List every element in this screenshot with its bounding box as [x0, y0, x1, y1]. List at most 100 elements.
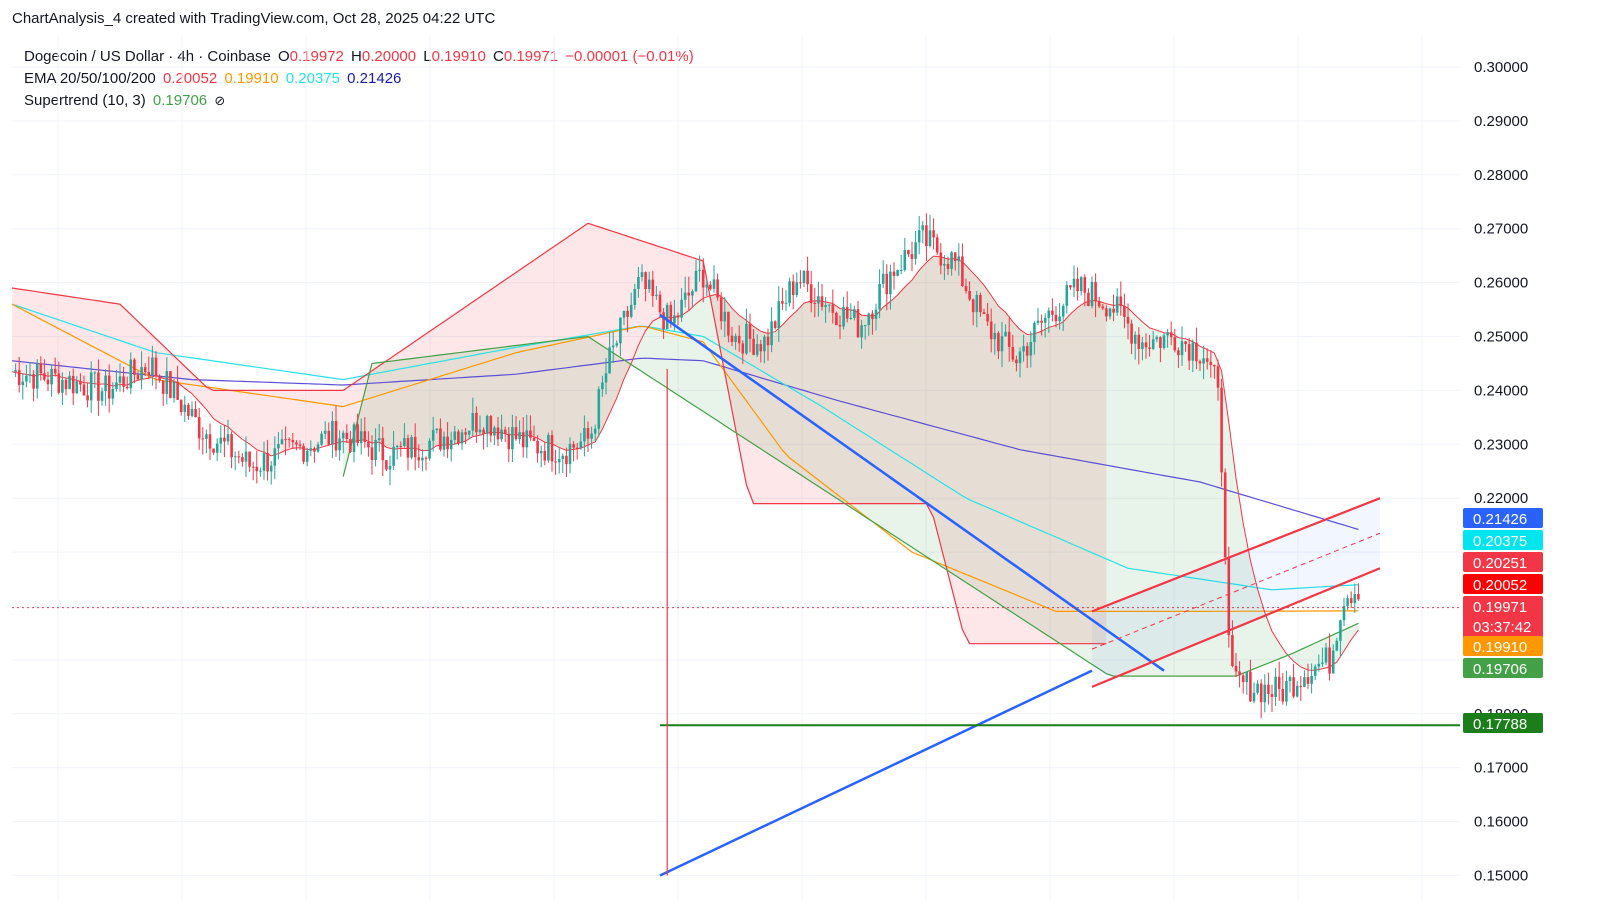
candle-bullish [863, 325, 867, 327]
candle-bullish [1090, 281, 1094, 307]
candle-bearish [1094, 281, 1097, 302]
ascending-channel-fill [1092, 498, 1380, 687]
candle-bearish [1007, 331, 1011, 347]
candle-bearish [125, 386, 129, 389]
candle-bearish [521, 432, 525, 448]
candle-bullish [561, 455, 565, 460]
price-badge-label: 0.19910 [1473, 639, 1527, 656]
candle-bullish [442, 436, 446, 450]
candle-bullish [1342, 606, 1346, 621]
candle-bullish [673, 315, 676, 324]
candle-bearish [986, 313, 989, 322]
candle-bearish [550, 435, 554, 462]
candle-bearish [885, 273, 889, 295]
candle-bullish [1022, 346, 1025, 352]
candle-bullish [1310, 675, 1313, 684]
candle-bullish [921, 225, 925, 231]
candle-bearish [86, 395, 89, 401]
candle-bearish [248, 451, 251, 467]
candle-bearish [1130, 323, 1133, 344]
candle-bullish [165, 371, 169, 394]
candle-bullish [511, 427, 514, 450]
chart-header-title: ChartAnalysis_4 created with TradingView… [12, 10, 496, 27]
candle-bearish [543, 450, 547, 461]
candle-bearish [399, 445, 403, 447]
candle-bullish [1252, 692, 1256, 702]
trend-drawings [12, 313, 1460, 877]
price-tick-label: 0.29000 [1474, 113, 1528, 130]
candle-bullish [518, 432, 521, 440]
price-tick-label: 0.28000 [1474, 167, 1528, 184]
candle-bearish [737, 335, 741, 344]
candle-bearish [1238, 671, 1241, 676]
candle-bullish [619, 317, 622, 344]
candle-bearish [424, 457, 428, 459]
candle-bullish [583, 428, 586, 442]
symbol-label: Dogecoin / US Dollar · 4h · Coinbase [24, 48, 271, 65]
candle-bearish [575, 447, 579, 449]
candle-bullish [899, 269, 903, 271]
candle-bearish [133, 359, 136, 375]
triangle-upper-trendline [659, 313, 1165, 672]
candle-bearish [136, 374, 140, 380]
candle-bullish [1155, 337, 1159, 340]
legend-symbol-row[interactable]: Dogecoin / US Dollar · 4h · Coinbase O0.… [24, 46, 697, 68]
candle-bullish [917, 230, 921, 243]
candle-bearish [1213, 364, 1216, 367]
candle-bullish [1303, 677, 1306, 687]
candle-bearish [716, 279, 719, 298]
candle-bullish [359, 431, 363, 444]
candle-bullish [1346, 598, 1349, 607]
candle-bullish [104, 375, 107, 392]
grid-lines [12, 35, 1460, 901]
candle-bearish [1205, 358, 1209, 362]
candle-bullish [485, 415, 489, 434]
candle-bullish [604, 373, 608, 383]
candle-bearish [748, 323, 752, 339]
price-badge-label: 0.20052 [1473, 577, 1527, 594]
candle-bearish [935, 237, 939, 253]
candle-bearish [158, 375, 161, 381]
candle-bullish [593, 428, 597, 434]
candle-bullish [601, 382, 604, 390]
candle-bearish [1292, 677, 1295, 697]
candle-bullish [1061, 305, 1065, 317]
candle-bullish [1058, 316, 1061, 322]
candle-bullish [331, 420, 334, 445]
legend-ema-row[interactable]: EMA 20/50/100/200 0.20052 0.19910 0.2037… [24, 68, 697, 90]
candle-bullish [493, 427, 496, 436]
candle-bullish [100, 391, 104, 401]
candle-bearish [1169, 332, 1173, 338]
candle-bullish [824, 305, 827, 307]
candle-bearish [46, 379, 50, 385]
candle-bearish [363, 431, 367, 442]
supertrend-label: Supertrend (10, 3) [24, 92, 146, 109]
candle-bearish [298, 444, 302, 446]
candle-bullish [431, 430, 435, 441]
candle-bearish [953, 252, 957, 262]
candle-bearish [334, 420, 338, 451]
candle-bullish [622, 310, 626, 318]
candle-bullish [338, 438, 341, 451]
candle-bullish [849, 317, 853, 319]
candle-bullish [802, 270, 806, 283]
ema200-line [11, 357, 1359, 531]
candle-bearish [53, 368, 57, 374]
candle-bullish [1079, 277, 1083, 292]
candle-bullish [1133, 334, 1137, 344]
candle-bearish [1187, 344, 1191, 361]
candle-bearish [1119, 296, 1123, 307]
price-badge-label: 0.19706 [1473, 661, 1527, 678]
candle-bullish [1245, 671, 1249, 683]
ema200-value: 0.21426 [347, 70, 402, 87]
candle-bullish [305, 450, 309, 462]
candle-bearish [1270, 693, 1274, 697]
candle-bearish [446, 436, 449, 450]
channel-upper-line [1091, 497, 1381, 613]
legend-supertrend-row[interactable]: Supertrend (10, 3) 0.19706 ⊘ [24, 90, 697, 112]
eye-off-icon[interactable]: ⊘ [214, 93, 226, 108]
candle-bearish [1249, 671, 1252, 702]
candle-bullish [1274, 676, 1277, 697]
candle-bearish [1087, 292, 1090, 307]
